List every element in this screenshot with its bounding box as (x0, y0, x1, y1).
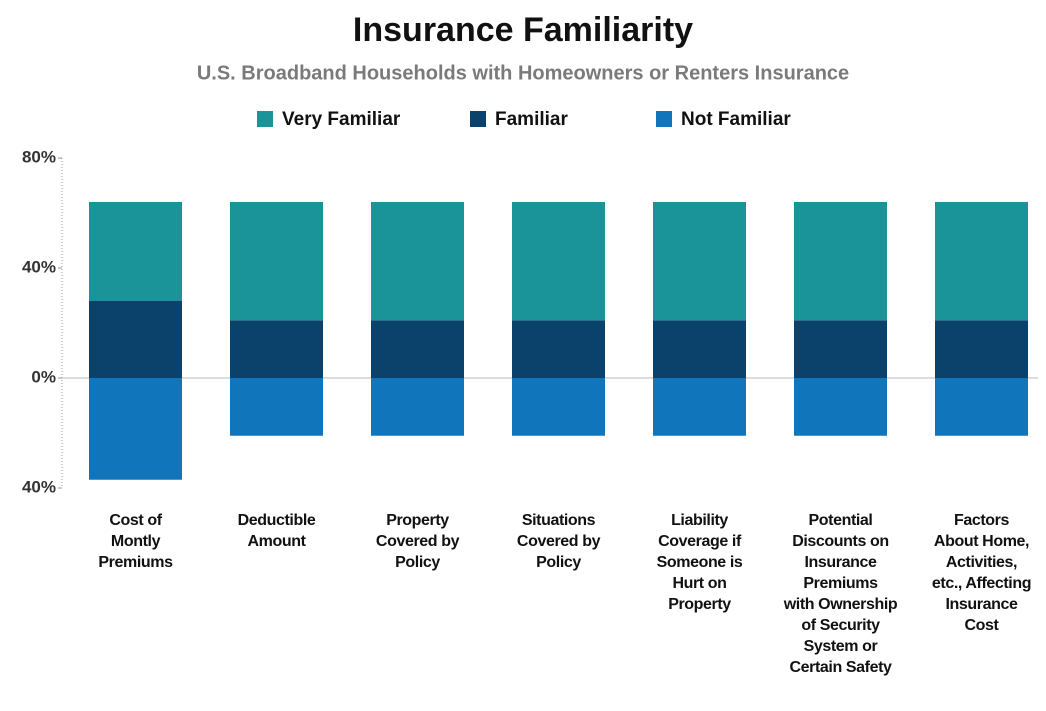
bar-segment (230, 202, 323, 321)
x-tick-label: Cost of Montly Premiums (98, 512, 173, 571)
bar-segment (371, 378, 464, 436)
legend-swatch (656, 111, 672, 127)
y-tick-label: 80% (22, 147, 56, 166)
legend-label: Not Familiar (681, 109, 791, 130)
bar-segment (794, 320, 887, 378)
chart-subtitle: U.S. Broadband Households with Homeowner… (197, 62, 849, 84)
bar-segment (89, 301, 182, 378)
bar-segment (653, 320, 746, 378)
bar-segment (371, 320, 464, 378)
x-tick-label: Property Covered by Policy (375, 512, 460, 571)
bar-segment (653, 378, 746, 436)
chart-title: Insurance Familiarity (353, 11, 693, 49)
bar-segment (935, 378, 1028, 436)
legend-swatch (470, 111, 486, 127)
x-tick-label: Liability Coverage if Someone is Hurt on… (656, 512, 743, 613)
x-tick-label: Deductible Amount (237, 512, 316, 550)
bar-segment (512, 320, 605, 378)
bar-segment (512, 378, 605, 436)
legend-label: Familiar (495, 109, 568, 130)
bar-segment (371, 202, 464, 321)
bar-segment (935, 320, 1028, 378)
bar-segment (230, 378, 323, 436)
bar-segment (935, 202, 1028, 321)
bar-segment (89, 378, 182, 480)
bar-segment (794, 202, 887, 321)
bar-segment (512, 202, 605, 321)
y-tick-label: 40% (22, 477, 56, 496)
legend-swatch (257, 111, 273, 127)
x-tick-label: Factors About Home, Activities, etc., Af… (931, 512, 1032, 634)
bar-segment (794, 378, 887, 436)
y-tick-label: 0% (31, 367, 56, 386)
legend-label: Very Familiar (282, 109, 401, 130)
bar-segment (89, 202, 182, 301)
x-tick-label: Situations Covered by Policy (516, 512, 601, 571)
x-tick-label: Potential Discounts on Insurance Premium… (783, 512, 898, 676)
y-tick-label: 40% (22, 257, 56, 276)
bar-segment (653, 202, 746, 321)
bar-segment (230, 320, 323, 378)
